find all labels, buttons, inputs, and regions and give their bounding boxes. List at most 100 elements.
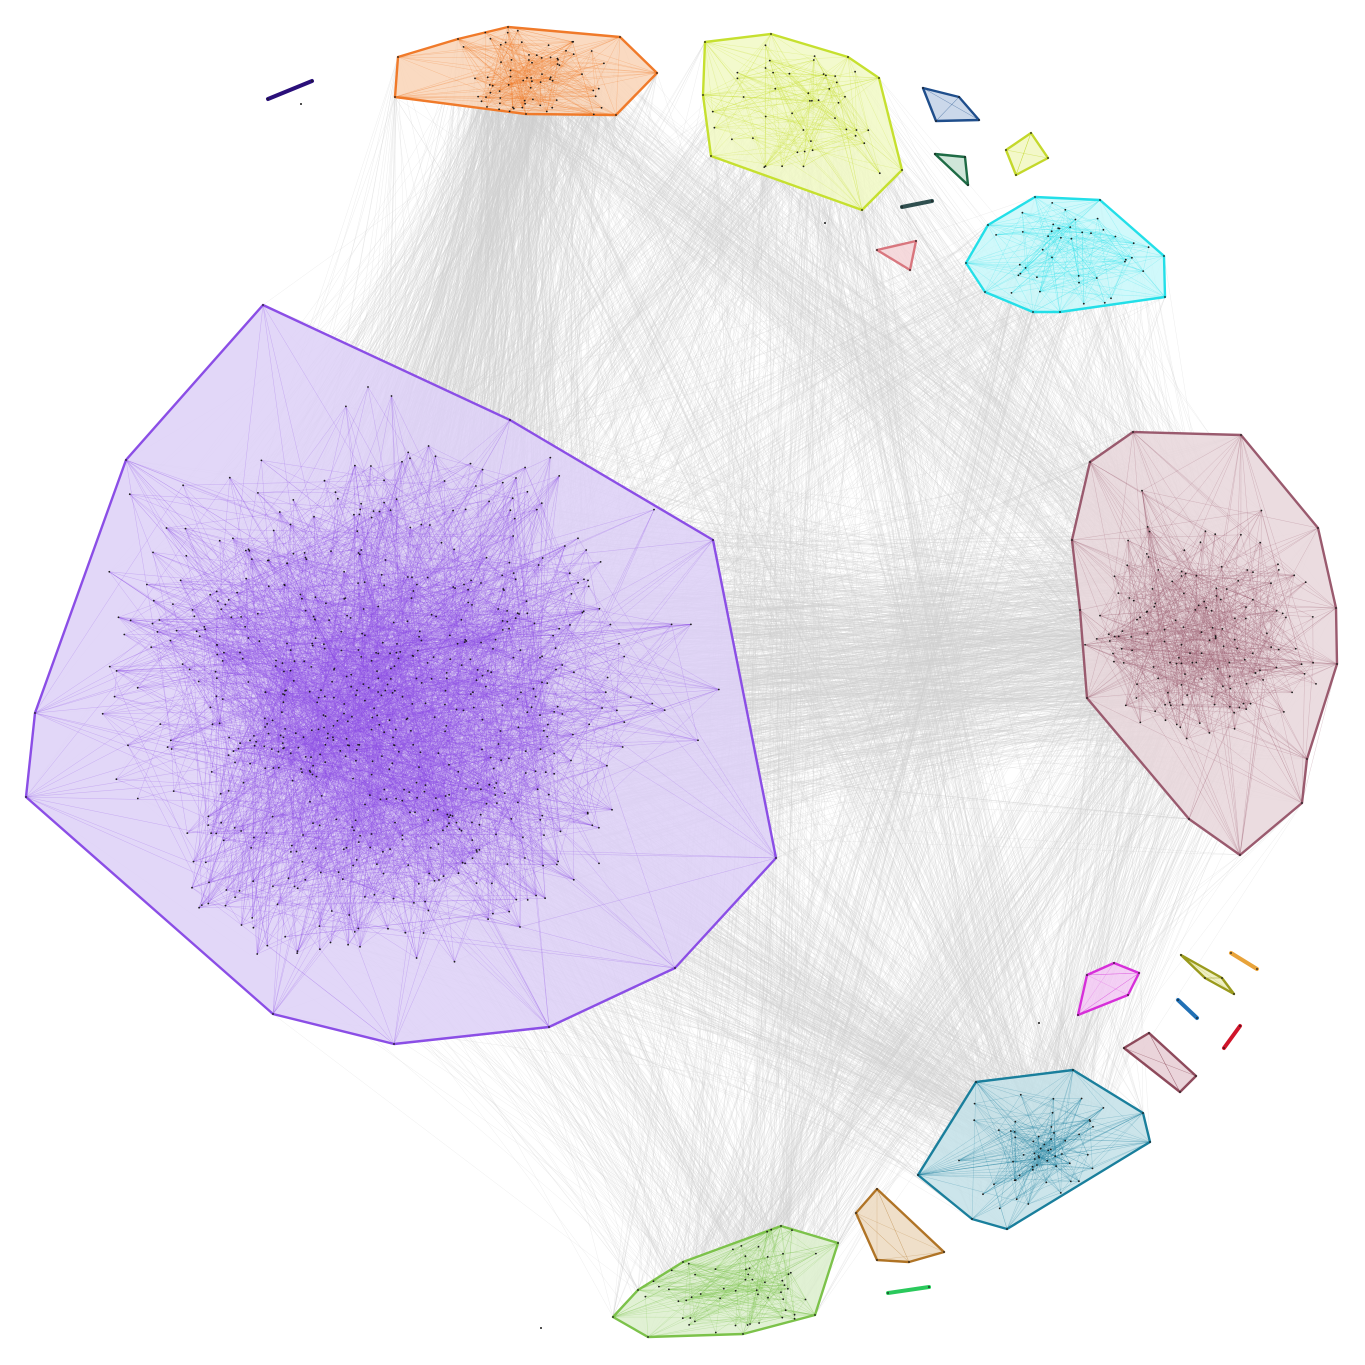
node [293, 885, 296, 888]
node [984, 291, 986, 293]
node [554, 647, 557, 650]
node [282, 693, 284, 695]
node [506, 863, 509, 865]
node [784, 1309, 787, 1312]
node [539, 818, 542, 821]
node [230, 616, 233, 619]
node [1036, 276, 1038, 279]
node [582, 610, 585, 613]
node [326, 737, 329, 739]
node [289, 523, 292, 526]
node [1163, 255, 1165, 257]
node [690, 623, 692, 626]
node [283, 747, 285, 749]
node [478, 823, 481, 826]
node [323, 643, 325, 646]
node [223, 651, 225, 654]
node [1178, 656, 1180, 659]
node [556, 63, 559, 65]
node [1221, 628, 1224, 630]
node [540, 57, 543, 59]
node [193, 615, 196, 618]
node [456, 642, 459, 645]
node [297, 746, 300, 749]
node [150, 646, 153, 649]
node [964, 156, 966, 158]
node [1070, 237, 1073, 240]
node [1157, 677, 1159, 680]
node [463, 583, 465, 586]
isolated-node [300, 103, 302, 105]
node [354, 819, 357, 822]
node [115, 778, 118, 781]
node [233, 827, 236, 829]
node [388, 768, 391, 771]
node [253, 836, 255, 839]
node [611, 808, 613, 811]
node [901, 206, 903, 208]
node [219, 792, 222, 795]
node [210, 771, 213, 773]
node [592, 113, 595, 116]
node [512, 106, 514, 109]
node [292, 552, 295, 555]
node [216, 653, 219, 656]
node [370, 465, 372, 467]
node [399, 651, 402, 653]
node [1045, 1181, 1048, 1184]
node [242, 781, 245, 784]
node [389, 509, 392, 512]
node [1051, 256, 1053, 259]
node [317, 696, 320, 699]
node [934, 153, 936, 155]
node [1022, 1154, 1025, 1156]
node [449, 814, 452, 817]
node [802, 165, 805, 168]
node [1072, 1069, 1074, 1071]
node [448, 816, 450, 819]
node [304, 556, 307, 559]
node [460, 829, 463, 832]
node [311, 644, 314, 647]
node [325, 602, 327, 605]
node [290, 844, 293, 847]
node [284, 689, 286, 692]
node [1215, 587, 1218, 590]
node [497, 743, 500, 745]
node [347, 744, 349, 746]
node [429, 524, 431, 526]
node [1108, 640, 1111, 642]
node [426, 662, 429, 664]
node [525, 113, 527, 115]
node [581, 611, 584, 614]
node [491, 882, 493, 885]
node [221, 698, 224, 700]
node [358, 513, 361, 516]
node [764, 67, 767, 69]
node [534, 695, 537, 698]
node [780, 1225, 782, 1227]
node [278, 511, 281, 513]
node [546, 682, 549, 685]
node [1180, 643, 1183, 646]
node [428, 872, 431, 875]
node [501, 574, 504, 577]
node [1136, 683, 1138, 686]
node [241, 657, 244, 660]
cluster-red-pair-nodes [1223, 1025, 1241, 1049]
node [378, 723, 381, 726]
node [1177, 999, 1179, 1001]
node [1120, 647, 1123, 650]
cluster-cyan-nodes [965, 196, 1166, 313]
node [1055, 1165, 1058, 1168]
node [302, 736, 305, 739]
node [404, 931, 407, 934]
node [782, 1252, 784, 1255]
node [509, 419, 511, 421]
node [311, 773, 314, 776]
node [1221, 977, 1223, 979]
node [734, 1324, 737, 1327]
node [1086, 697, 1088, 699]
node [717, 688, 720, 691]
node [804, 1298, 807, 1301]
